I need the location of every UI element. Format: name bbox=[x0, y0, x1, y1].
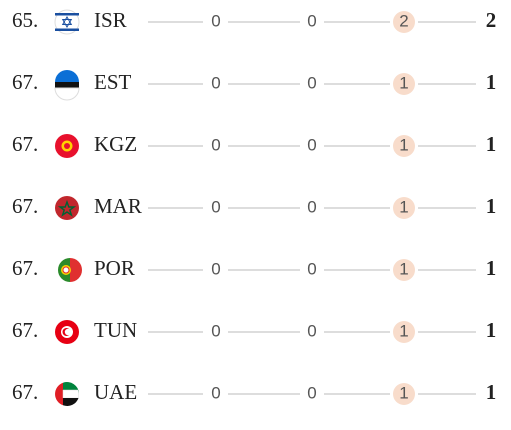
flag bbox=[54, 9, 80, 35]
bronze-badge bbox=[393, 259, 415, 281]
total: 1 bbox=[486, 256, 497, 280]
rank: 67. bbox=[12, 194, 38, 218]
flag bbox=[54, 70, 80, 101]
row: 67. TUN 0 0 1 1 bbox=[12, 318, 496, 344]
flag-bg bbox=[54, 9, 80, 35]
gold: 0 bbox=[211, 383, 220, 402]
flag-crescent-cut bbox=[64, 328, 72, 336]
row: 67. UAE 0 0 1 1 bbox=[12, 380, 497, 407]
bronze: 1 bbox=[399, 259, 408, 278]
country: KGZ bbox=[94, 132, 137, 156]
rank: 67. bbox=[12, 318, 38, 342]
flag-bottom bbox=[54, 87, 80, 101]
bronze-badge bbox=[393, 135, 415, 157]
flag-stripe bbox=[55, 28, 79, 31]
total: 2 bbox=[486, 8, 497, 32]
gold: 0 bbox=[211, 73, 220, 92]
gold: 0 bbox=[211, 197, 220, 216]
bronze-badge bbox=[393, 321, 415, 343]
flag bbox=[55, 320, 79, 344]
gold: 0 bbox=[211, 11, 220, 30]
bronze: 1 bbox=[399, 73, 408, 92]
country: UAE bbox=[94, 380, 137, 404]
row: 65. ISR 0 0 2 2 bbox=[12, 8, 497, 35]
silver: 0 bbox=[307, 73, 316, 92]
country: ISR bbox=[94, 8, 127, 32]
flag-top bbox=[55, 70, 79, 82]
flag bbox=[55, 134, 79, 158]
country: TUN bbox=[94, 318, 137, 342]
bronze: 1 bbox=[399, 135, 408, 154]
country: MAR bbox=[94, 194, 142, 218]
bronze-badge bbox=[393, 73, 415, 95]
rank: 67. bbox=[12, 380, 38, 404]
country: POR bbox=[94, 256, 135, 280]
gold: 0 bbox=[211, 259, 220, 278]
bronze: 1 bbox=[399, 321, 408, 340]
flag bbox=[55, 382, 79, 407]
silver: 0 bbox=[307, 321, 316, 340]
flag-inner bbox=[64, 143, 70, 149]
flag-black bbox=[63, 398, 79, 407]
bronze-badge bbox=[393, 383, 415, 405]
total: 1 bbox=[486, 132, 497, 156]
gold: 0 bbox=[211, 135, 220, 154]
flag-red bbox=[55, 382, 63, 406]
row: 67. EST 0 0 1 1 bbox=[12, 70, 497, 101]
silver: 0 bbox=[307, 197, 316, 216]
silver: 0 bbox=[307, 383, 316, 402]
flag-star bbox=[57, 199, 77, 217]
rank: 67. bbox=[12, 70, 38, 94]
silver: 0 bbox=[307, 11, 316, 30]
rank: 67. bbox=[12, 256, 38, 280]
silver: 0 bbox=[307, 135, 316, 154]
total: 1 bbox=[486, 194, 497, 218]
bronze-badge bbox=[393, 197, 415, 219]
flag bbox=[58, 258, 82, 282]
row: 67. MAR 0 0 1 1 bbox=[12, 194, 496, 220]
flag-green bbox=[63, 382, 79, 394]
bronze: 1 bbox=[399, 383, 408, 402]
country: EST bbox=[94, 70, 132, 94]
flag bbox=[55, 196, 79, 220]
flag-white bbox=[62, 389, 79, 399]
total: 1 bbox=[486, 318, 497, 342]
flag-bg bbox=[55, 196, 79, 220]
bronze: 1 bbox=[399, 197, 408, 216]
rank: 65. bbox=[12, 8, 38, 32]
flag-mid bbox=[55, 82, 79, 88]
row: 67. POR 0 0 1 1 bbox=[12, 256, 496, 282]
total: 1 bbox=[486, 380, 497, 404]
total: 1 bbox=[486, 70, 497, 94]
row: 67. KGZ 0 0 1 1 bbox=[12, 132, 496, 158]
bronze: 2 bbox=[399, 11, 408, 30]
flag-stripe bbox=[55, 13, 79, 16]
rank: 67. bbox=[12, 132, 38, 156]
gold: 0 bbox=[211, 321, 220, 340]
bronze-badge bbox=[393, 11, 415, 33]
silver: 0 bbox=[307, 259, 316, 278]
flag-emblem-inner bbox=[62, 266, 70, 274]
flag-star bbox=[61, 15, 73, 29]
flag-red bbox=[70, 258, 82, 282]
